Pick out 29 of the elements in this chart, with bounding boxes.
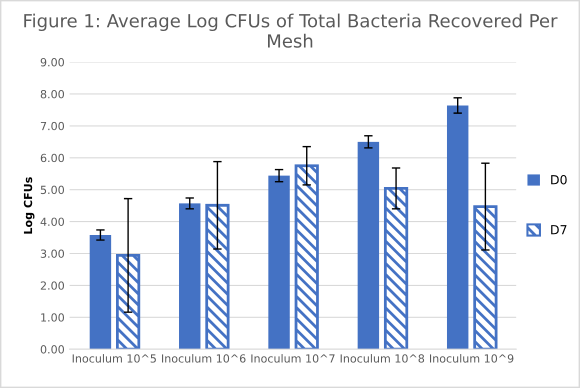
legend-label: D7: [551, 225, 566, 234]
bar: [473, 205, 498, 350]
y-tick-label: 0.00: [40, 345, 64, 354]
y-tick-label: 8.00: [40, 90, 64, 98]
y-tick-label: 2.00: [40, 281, 64, 290]
chart-title: Figure 1: Average Log CFUs of Total Bacteria Recovered Per Mesh: [24, 14, 558, 48]
y-tick-label: 4.00: [40, 218, 64, 226]
y-tick-label: 1.00: [41, 313, 64, 322]
bar: [179, 203, 200, 350]
bar: [358, 142, 380, 350]
y-tick-label: 7.00: [40, 122, 64, 130]
y-tick-label: 9.00: [40, 58, 64, 66]
bar: [294, 164, 319, 350]
bar: [90, 234, 112, 350]
y-tick-label: 6.00: [40, 154, 64, 162]
bar: [268, 176, 290, 350]
x-tick-label: Inoculum 10^6: [162, 354, 246, 363]
x-tick-label: Inoculum 10^7: [251, 354, 335, 363]
y-tick-label: 5.00: [40, 186, 64, 194]
y-axis-title: Log CFUs: [24, 177, 34, 234]
x-tick-label: Inoculum 10^5: [72, 354, 156, 363]
bar: [384, 187, 408, 350]
bar: [446, 105, 468, 350]
legend-label: D0: [551, 175, 567, 184]
bar: [116, 254, 140, 350]
x-tick-label: Inoculum 10^9: [430, 354, 514, 363]
y-tick-label: 3.00: [40, 249, 64, 258]
bar: [205, 204, 230, 350]
x-tick-label: Inoculum 10^8: [340, 354, 424, 363]
